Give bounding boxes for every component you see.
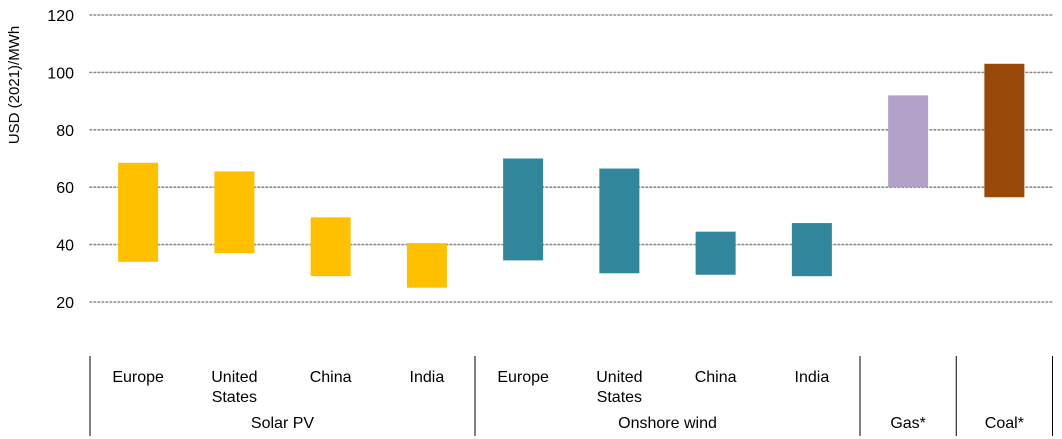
category-label: States — [212, 389, 257, 406]
category-label: United — [596, 369, 642, 386]
group-label: Gas* — [890, 415, 926, 432]
category-label: China — [695, 369, 737, 386]
range-bar — [118, 162, 159, 262]
range-bar — [310, 217, 351, 277]
range-bar — [888, 95, 929, 188]
category-label: China — [310, 369, 352, 386]
range-bar — [214, 171, 255, 254]
x-axis-category-table: Europe United States China India Solar PV Euro… — [89, 356, 1053, 436]
range-bars — [118, 63, 1025, 288]
y-tick-label: 60 — [56, 180, 74, 197]
y-axis-title: USD (2021)/MWh — [6, 26, 23, 144]
y-tick-label: 120 — [47, 8, 74, 25]
range-bar — [695, 231, 736, 275]
category-label: India — [410, 369, 445, 386]
category-label: India — [795, 369, 830, 386]
y-tick-label: 80 — [56, 123, 74, 140]
category-label: United — [211, 369, 257, 386]
y-tick-label: 20 — [56, 295, 74, 312]
group-label: Coal* — [985, 415, 1024, 432]
range-bar — [406, 243, 447, 288]
group-label: Onshore wind — [618, 415, 717, 432]
y-tick-label: 40 — [56, 238, 74, 255]
group-label: Solar PV — [251, 415, 314, 432]
category-label: States — [597, 389, 642, 406]
y-tick-labels: 20 40 60 80 100 120 — [47, 8, 74, 312]
range-bar — [791, 223, 832, 277]
y-axis-label: USD (2021)/MWh — [6, 26, 23, 144]
range-bar — [503, 158, 544, 261]
range-bar — [984, 63, 1025, 198]
y-tick-label: 100 — [47, 65, 74, 82]
range-bar — [599, 168, 640, 274]
category-label: Europe — [497, 369, 549, 386]
category-label: Europe — [112, 369, 164, 386]
